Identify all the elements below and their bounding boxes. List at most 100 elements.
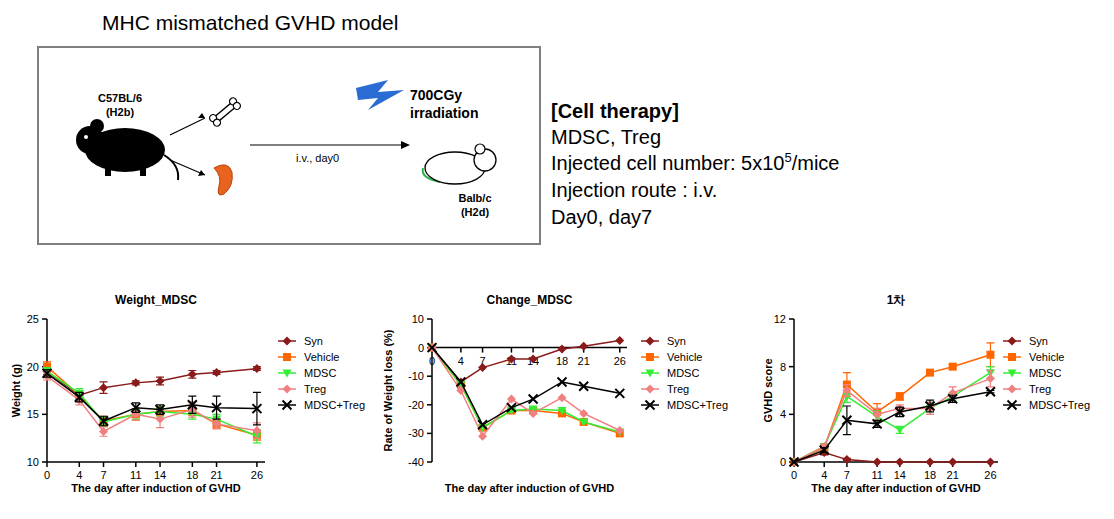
- x-tick-label: 11: [871, 469, 882, 481]
- recipient-mouse: [423, 144, 496, 184]
- spleen-icon: [214, 165, 232, 195]
- marker: [456, 377, 465, 386]
- series-line: [432, 348, 620, 432]
- x-tick: [79, 462, 81, 467]
- marker: [579, 418, 588, 426]
- text-part: 5: [784, 150, 791, 165]
- marker: [895, 458, 904, 467]
- error-bar: [986, 370, 994, 387]
- marker: [873, 458, 882, 467]
- marker: [558, 407, 567, 415]
- mouse-ear: [475, 144, 485, 154]
- marker: [428, 344, 436, 352]
- legend-label: MDSC+Treg: [667, 399, 728, 411]
- series-line: [432, 348, 620, 437]
- marker: [283, 370, 292, 378]
- y-axis-label: Weight (g): [10, 363, 22, 417]
- x-tick: [192, 462, 194, 467]
- marker: [529, 409, 538, 418]
- legend: SynVehicleMDSCTregMDSC+Treg: [1003, 335, 1090, 411]
- series-line: [47, 373, 257, 421]
- arrowhead: [401, 141, 410, 149]
- x-tick-label: 18: [186, 469, 198, 481]
- y-tick-label: 20: [27, 361, 39, 373]
- marker: [99, 427, 108, 436]
- therapy-cell-number: Injected cell number: 5x105/mice: [551, 150, 840, 174]
- mouse-leg: [140, 168, 146, 176]
- error-bar: [100, 416, 108, 426]
- text-part: Injected cell number: 5x10: [551, 152, 784, 174]
- background: [0, 0, 1114, 519]
- donor-mouse: [76, 119, 178, 180]
- marker: [646, 370, 655, 378]
- legend-label: Treg: [667, 383, 689, 395]
- marker: [428, 343, 437, 352]
- marker: [790, 458, 798, 466]
- y-tick-label: 25: [27, 313, 39, 325]
- marker: [283, 337, 292, 346]
- legend-label: MDSC: [304, 367, 336, 379]
- error-bar: [75, 392, 83, 402]
- x-tick-label: 7: [100, 469, 106, 481]
- legend-label: Syn: [667, 335, 686, 347]
- mouse-tail: [164, 155, 178, 180]
- x-tick: [482, 348, 484, 353]
- series-line: [794, 355, 990, 462]
- series: [428, 343, 625, 429]
- y-tick-label: 10: [412, 313, 424, 325]
- x-tick-label: 26: [251, 469, 263, 481]
- marker: [986, 374, 995, 383]
- marker: [156, 376, 165, 385]
- marker: [948, 394, 957, 403]
- legend-label: MDSC+Treg: [304, 399, 365, 411]
- error-bar: [188, 370, 196, 378]
- chart-title: Weight_MDSC: [115, 293, 197, 307]
- bone-end: [232, 101, 242, 111]
- y-tick: [427, 433, 432, 435]
- legend-label: Syn: [304, 335, 323, 347]
- marker: [986, 351, 994, 359]
- recipient-strain: Balb/c: [458, 192, 491, 204]
- legend-label: Vehicle: [667, 351, 702, 363]
- series: [790, 343, 994, 466]
- x-tick-label: 7: [844, 469, 850, 481]
- marker: [212, 419, 221, 428]
- series-line: [794, 392, 990, 462]
- x-tick: [532, 348, 534, 353]
- x-axis-label: The day after induction of GVHD: [811, 482, 980, 494]
- error-bar: [213, 419, 221, 429]
- legend-label: Vehicle: [1029, 351, 1064, 363]
- marker: [579, 409, 588, 418]
- irradiation-label: irradiation: [410, 105, 478, 121]
- x-tick-label: 14: [527, 355, 539, 367]
- plot-area: [790, 343, 995, 467]
- marker: [790, 459, 799, 467]
- marker: [926, 401, 935, 410]
- marker: [895, 407, 904, 416]
- marker: [579, 382, 588, 391]
- series-line: [47, 371, 257, 436]
- y-tick: [427, 404, 432, 406]
- marker: [646, 353, 654, 361]
- series-line: [47, 376, 257, 431]
- x-tick-label: 21: [947, 469, 959, 481]
- y-tick: [789, 366, 794, 368]
- y-tick-label: 0: [780, 456, 786, 468]
- x-tick-label: 4: [76, 469, 82, 481]
- arrowhead: [198, 113, 205, 118]
- marker: [895, 426, 904, 434]
- marker: [478, 363, 487, 372]
- x-tick-label: 0: [44, 469, 50, 481]
- marker: [212, 403, 221, 412]
- x-tick: [135, 462, 137, 467]
- marker: [842, 386, 851, 395]
- error-bar: [873, 408, 881, 420]
- marker: [873, 410, 882, 419]
- marker: [478, 420, 487, 429]
- marker: [842, 416, 851, 425]
- donor-strain: C57BL/6: [98, 92, 142, 104]
- marker: [986, 458, 995, 467]
- marker: [529, 395, 538, 404]
- irradiation-icon: [356, 80, 404, 110]
- legend-label: Vehicle: [304, 351, 339, 363]
